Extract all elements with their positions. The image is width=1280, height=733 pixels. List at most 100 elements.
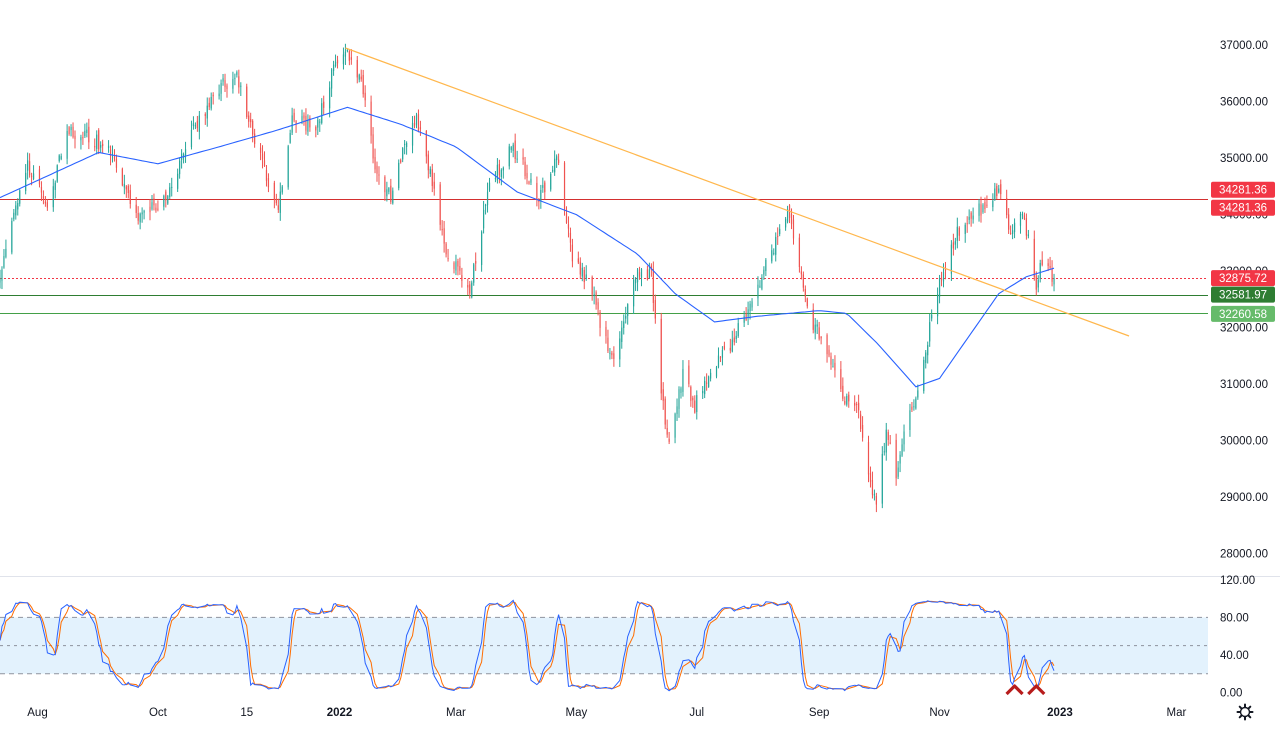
candle — [708, 375, 710, 388]
candle — [873, 489, 876, 501]
candle — [32, 165, 35, 181]
candle — [526, 164, 528, 185]
candle — [648, 262, 650, 279]
candle — [461, 267, 463, 288]
candle — [998, 184, 1000, 194]
candle — [678, 386, 680, 418]
candle — [583, 266, 585, 290]
signal-chevron-icon — [1005, 684, 1024, 696]
candle — [336, 55, 339, 69]
candle — [640, 268, 643, 287]
candle — [595, 290, 597, 310]
candle — [508, 143, 510, 170]
candle — [163, 194, 165, 211]
candle — [329, 81, 331, 118]
candle — [169, 182, 171, 200]
resistance-tag-lower-label: 34281.36 — [1219, 203, 1267, 215]
trendline-layer[interactable] — [345, 47, 1130, 337]
candle — [25, 164, 27, 195]
candle — [956, 217, 958, 249]
time-axis-tick: 2023 — [1047, 707, 1073, 719]
candle — [747, 301, 749, 326]
time-axis-tick: Oct — [149, 707, 168, 719]
candle — [625, 306, 627, 324]
candle — [502, 166, 504, 179]
candle — [275, 193, 277, 206]
candle — [80, 134, 82, 150]
candle — [348, 49, 350, 66]
candle — [554, 150, 556, 176]
price-axis-tick: 35000.00 — [1220, 153, 1268, 165]
candle — [966, 216, 968, 233]
candle — [254, 128, 256, 148]
candle — [646, 265, 649, 281]
candle — [599, 309, 601, 337]
candle — [871, 471, 874, 499]
current-price-tag-label: 32875.72 — [1219, 273, 1267, 285]
candle — [496, 158, 499, 184]
candle — [277, 198, 279, 213]
candle — [291, 107, 293, 135]
candle — [388, 187, 390, 195]
settings-gear-icon[interactable] — [1236, 703, 1254, 721]
candle — [431, 163, 433, 193]
candle — [779, 224, 781, 237]
candle — [123, 174, 125, 195]
oscillator-axis-tick: 80.00 — [1220, 612, 1249, 624]
candle — [248, 111, 250, 128]
candle — [5, 239, 7, 259]
candle — [60, 153, 62, 161]
candle — [15, 201, 17, 220]
candle — [816, 319, 818, 335]
candle — [1037, 275, 1039, 293]
descending-trendline[interactable] — [345, 47, 1130, 337]
candle — [453, 261, 455, 274]
candle — [177, 168, 179, 192]
candle — [386, 181, 388, 202]
candle — [44, 196, 46, 207]
candle — [563, 161, 566, 216]
candle — [484, 203, 487, 215]
price-tags-layer: 34281.36 34281.36 32875.72 32581.97 32260.58 — [1211, 181, 1275, 322]
candle — [135, 196, 137, 219]
candle — [806, 297, 808, 309]
candle — [370, 95, 372, 144]
candle — [303, 112, 305, 126]
candle — [488, 177, 491, 192]
candle — [938, 274, 941, 304]
candle — [372, 127, 374, 164]
candle — [909, 403, 911, 437]
candle — [471, 280, 473, 299]
candle — [165, 189, 167, 208]
candle — [861, 416, 864, 442]
candlestick-series[interactable] — [0, 43, 1055, 513]
candle — [842, 377, 844, 402]
candle — [733, 328, 735, 346]
candle — [662, 382, 664, 410]
candle — [378, 166, 380, 185]
candle — [885, 422, 887, 461]
candle — [1049, 256, 1051, 271]
candle — [293, 108, 295, 123]
candle — [759, 280, 761, 289]
candle — [954, 237, 956, 250]
candle — [321, 98, 323, 125]
candle — [840, 361, 842, 393]
signal-markers-layer — [1005, 684, 1046, 696]
candle — [982, 203, 984, 214]
candle — [46, 199, 48, 211]
candle — [475, 252, 477, 271]
candle — [240, 82, 242, 96]
candle — [406, 141, 408, 155]
candle — [763, 266, 765, 280]
candle — [883, 442, 885, 456]
candle — [115, 154, 118, 173]
candle — [717, 347, 720, 369]
candle — [723, 341, 726, 351]
candle — [252, 119, 254, 143]
candle — [441, 220, 443, 236]
candle — [374, 148, 376, 174]
candle — [86, 122, 88, 138]
